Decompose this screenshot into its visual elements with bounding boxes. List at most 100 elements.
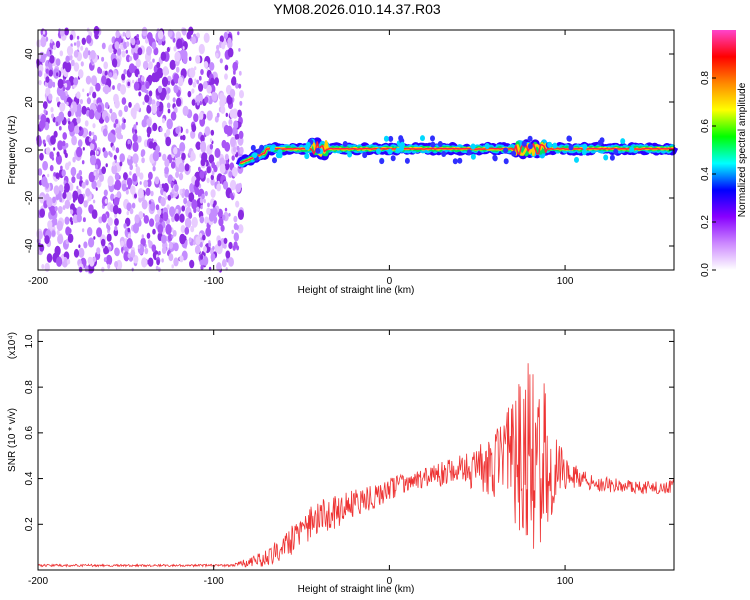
noise-blob (143, 179, 149, 188)
noise-blob (133, 51, 139, 61)
noise-blob (189, 182, 196, 193)
noise-blob (113, 228, 119, 237)
noise-blob (189, 67, 196, 78)
noise-blob (226, 94, 233, 105)
noise-blob (224, 64, 229, 71)
noise-blob (188, 237, 192, 243)
noise-blob (141, 157, 145, 164)
noise-blob (121, 50, 126, 58)
noise-blob (56, 229, 60, 236)
noise-blob (177, 76, 184, 87)
band-blob (452, 158, 458, 165)
noise-blob (191, 124, 197, 133)
noise-blob (164, 166, 170, 175)
noise-blob (82, 88, 85, 93)
noise-blob (73, 42, 77, 46)
colorbar-tick-label: 0.4 (700, 167, 711, 181)
noise-blob (233, 232, 239, 242)
noise-blob (133, 104, 137, 110)
noise-blob (165, 93, 170, 101)
noise-blob (157, 85, 163, 94)
noise-blob (158, 250, 161, 256)
noise-blob (171, 234, 174, 239)
noise-blob (64, 182, 70, 193)
noise-blob (188, 212, 193, 219)
noise-blob (141, 234, 144, 239)
noise-blob (216, 243, 223, 255)
noise-blob (79, 99, 83, 105)
noise-blob (231, 166, 238, 177)
noise-blob (116, 127, 119, 132)
noise-blob (176, 38, 183, 49)
noise-blob (148, 90, 153, 97)
band-blob (527, 143, 533, 150)
band-blob (398, 135, 404, 142)
noise-blob (114, 261, 119, 268)
noise-blob (57, 78, 64, 89)
noise-blob (51, 156, 55, 161)
noise-blob (239, 100, 243, 106)
noise-blob (68, 161, 71, 167)
noise-blob (90, 142, 95, 151)
noise-blob (96, 150, 99, 155)
noise-blob (145, 38, 149, 44)
noise-blob (210, 189, 216, 198)
noise-blob (137, 188, 144, 199)
noise-blob (37, 114, 41, 120)
noise-blob (147, 239, 151, 245)
noise-blob (192, 81, 197, 88)
noise-blob (125, 30, 131, 39)
noise-blob (133, 254, 139, 264)
noise-blob (212, 246, 215, 250)
noise-blob (74, 125, 80, 135)
noise-blob (194, 245, 201, 255)
noise-blob (233, 215, 238, 223)
noise-blob (183, 197, 188, 205)
band-blob (581, 149, 587, 156)
noise-blob (55, 96, 60, 103)
noise-blob (174, 51, 181, 62)
noise-blob (175, 126, 180, 134)
noise-blob (55, 193, 60, 201)
noise-blob (107, 217, 113, 226)
snr-panel: -200 -100 0 100 0.2 0.4 0.6 0.8 1.0 Height of st… (7, 329, 675, 595)
noise-blob (71, 176, 76, 184)
noise-blob (92, 256, 97, 263)
noise-blob (235, 200, 240, 208)
noise-blob (235, 82, 239, 89)
noise-blob (143, 215, 149, 224)
noise-blob (173, 147, 178, 155)
noise-blob (137, 74, 141, 79)
noise-blob (91, 131, 95, 136)
band-blob (390, 155, 396, 162)
noise-blob (47, 220, 53, 229)
noise-blob (70, 166, 77, 177)
noise-blob (173, 84, 179, 94)
noise-blob (155, 145, 160, 153)
noise-blob (83, 241, 88, 249)
noise-blob (70, 104, 73, 109)
noise-blob (118, 109, 123, 117)
noise-blob (221, 42, 226, 50)
noise-blob (218, 217, 224, 227)
noise-blob (191, 150, 195, 156)
noise-blob (91, 180, 97, 190)
noise-blob (104, 70, 108, 76)
x-tick-label: 100 (557, 576, 574, 587)
noise-blob (115, 118, 119, 125)
noise-blob (206, 166, 211, 174)
noise-blob (179, 142, 186, 153)
noise-blob (36, 135, 42, 144)
colorbar-tick-label: 0.0 (700, 263, 711, 277)
noise-blob (127, 227, 131, 233)
noise-blob (92, 91, 97, 99)
noise-blob (227, 47, 234, 58)
noise-blob (81, 228, 85, 233)
noise-blob (60, 28, 65, 37)
band-blob (511, 150, 517, 157)
band-blob (269, 145, 275, 152)
noise-blob (123, 118, 126, 124)
noise-blob (217, 240, 222, 247)
noise-blob (196, 79, 200, 85)
noise-blob (203, 199, 206, 204)
